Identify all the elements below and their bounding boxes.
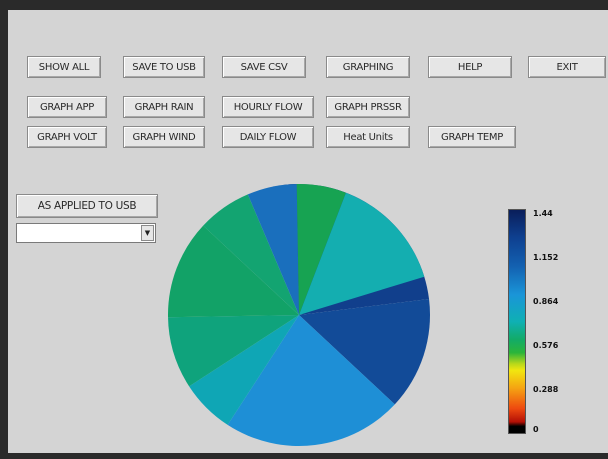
pie-slice	[168, 315, 299, 387]
colorbar-tick-label: 0.288	[533, 385, 559, 394]
pie-slice	[299, 299, 430, 405]
pie-chart	[168, 184, 430, 446]
colorbar-tick-label: 0.576	[533, 341, 559, 350]
pie-slice	[189, 315, 299, 425]
as-applied-to-usb-button[interactable]: AS APPLIED TO USB	[16, 194, 158, 218]
pie-slice	[168, 225, 299, 318]
pie-slice	[296, 184, 346, 315]
colorbar-tick-label: 1.44	[533, 209, 553, 218]
graph-volt-button[interactable]: GRAPH VOLT	[27, 126, 107, 148]
color-scale-bar	[508, 209, 526, 434]
show-all-button[interactable]: SHOW ALL	[27, 56, 101, 78]
exit-button[interactable]: EXIT	[528, 56, 606, 78]
pie-slice	[227, 315, 395, 446]
save-csv-button[interactable]: SAVE CSV	[222, 56, 306, 78]
daily-flow-button[interactable]: DAILY FLOW	[222, 126, 314, 148]
graph-prssr-button[interactable]: GRAPH PRSSR	[326, 96, 410, 118]
colorbar-tick-label: 1.152	[533, 253, 559, 262]
pie-slice	[299, 192, 425, 315]
pie-slice	[247, 184, 299, 315]
heat-units-button[interactable]: Heat Units	[326, 126, 410, 148]
chevron-down-icon[interactable]: ▼	[141, 225, 154, 241]
colorbar-tick-label: 0.864	[533, 297, 559, 306]
save-to-usb-button[interactable]: SAVE TO USB	[123, 56, 205, 78]
graph-rain-button[interactable]: GRAPH RAIN	[123, 96, 205, 118]
hourly-flow-button[interactable]: HOURLY FLOW	[222, 96, 314, 118]
graphing-button[interactable]: GRAPHING	[326, 56, 410, 78]
colorbar-tick-label: 0	[533, 425, 539, 434]
graph-temp-button[interactable]: GRAPH TEMP	[428, 126, 516, 148]
graph-wind-button[interactable]: GRAPH WIND	[123, 126, 205, 148]
data-select-dropdown[interactable]: ▼	[16, 223, 156, 243]
pie-slice	[203, 194, 299, 315]
graph-app-button[interactable]: GRAPH APP	[27, 96, 107, 118]
help-button[interactable]: HELP	[428, 56, 512, 78]
